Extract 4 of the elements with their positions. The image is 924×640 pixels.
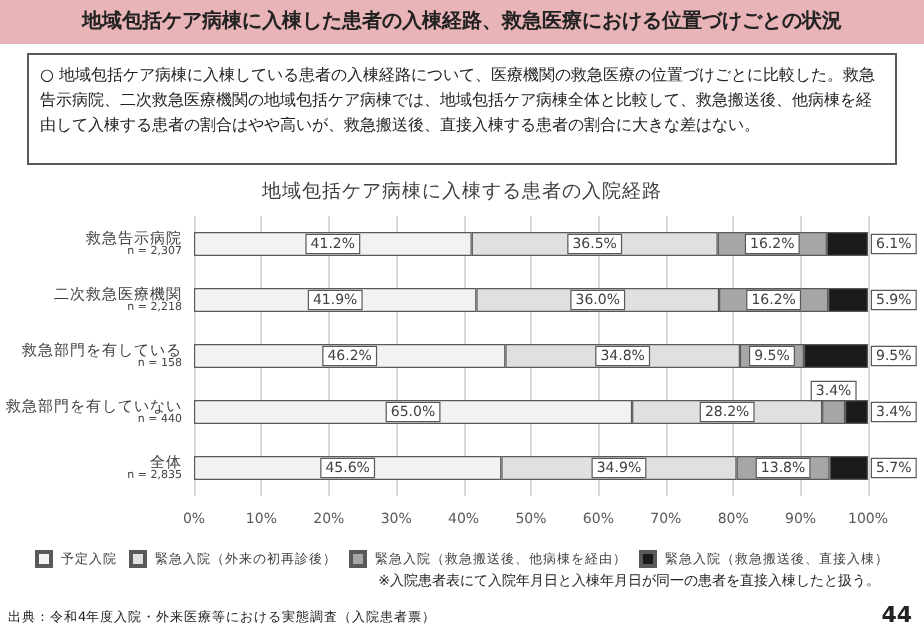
chart-subtitle: 地域包括ケア病棟に入棟する患者の入院経路 [260,179,662,203]
text: 44 [881,602,913,628]
text: ○ 地域包括ケア病棟に入棟している患者の入棟経路について、医療機関の救急医療の位置づけごとに比較した。救急告示病院、二次救急医療機関の地域包括ケア病棟では、地域包括ケア病棟全体と比較して、救急搬送後、他病棟を経由して入棟する患者の割合はやや高いが、救急搬送後、直接入棟する患者の割合に大きな差はない。 [40,65,876,134]
chart-title: 地域包括ケア病棟に入棟した患者の入棟経路、救急医療における位置づけごとの状況 [80,9,842,33]
